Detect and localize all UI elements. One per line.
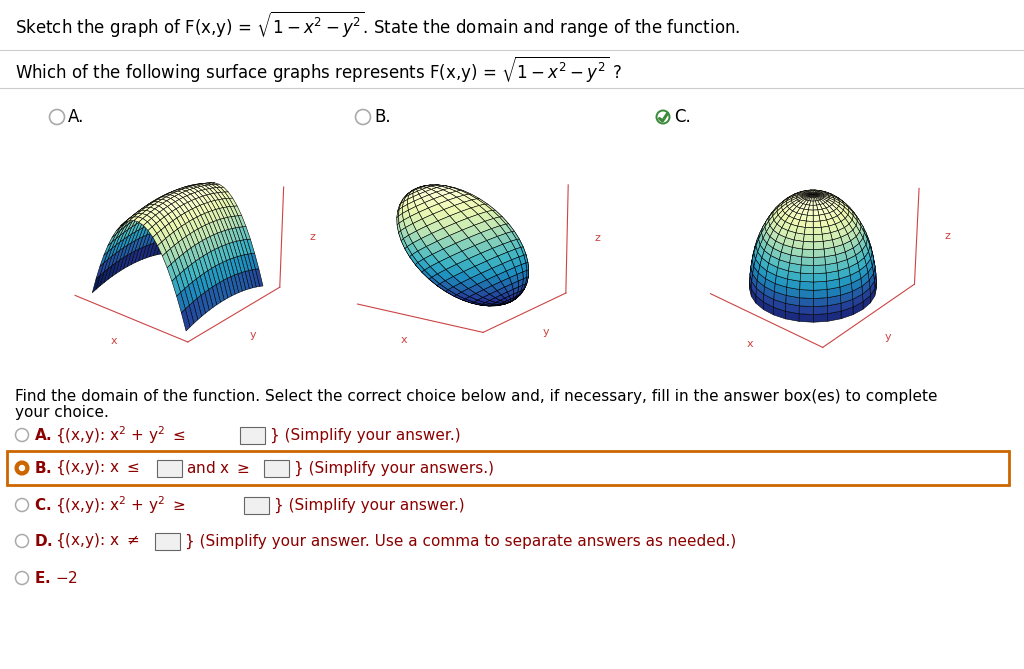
X-axis label: x: x (401, 335, 408, 345)
Text: your choice.: your choice. (15, 405, 109, 421)
Circle shape (657, 112, 669, 122)
Text: Sketch the graph of F(x,y) = $\sqrt{1 - x^2 - y^2}$. State the domain and range : Sketch the graph of F(x,y) = $\sqrt{1 - … (15, 10, 740, 40)
Text: } (Simplify your answers.): } (Simplify your answers.) (294, 460, 494, 476)
Y-axis label: y: y (543, 327, 549, 337)
Text: B.: B. (374, 108, 390, 126)
Text: $-2$: $-2$ (55, 570, 78, 586)
FancyBboxPatch shape (7, 451, 1009, 485)
FancyBboxPatch shape (244, 496, 268, 514)
Text: $\mathbf{B.}$: $\mathbf{B.}$ (34, 460, 52, 476)
X-axis label: x: x (746, 339, 753, 349)
FancyBboxPatch shape (240, 427, 264, 444)
Text: $\mathbf{C.}$: $\mathbf{C.}$ (34, 497, 51, 513)
X-axis label: x: x (111, 337, 118, 347)
Circle shape (655, 110, 671, 124)
Text: {(x,y): x $\neq$: {(x,y): x $\neq$ (55, 532, 139, 550)
Text: } (Simplify your answer.): } (Simplify your answer.) (270, 427, 461, 443)
FancyBboxPatch shape (263, 460, 289, 476)
Text: } (Simplify your answer. Use a comma to separate answers as needed.): } (Simplify your answer. Use a comma to … (185, 533, 736, 549)
Text: {(x,y): x$^2$ + y$^2$ $\geq$: {(x,y): x$^2$ + y$^2$ $\geq$ (55, 494, 185, 516)
FancyBboxPatch shape (155, 533, 179, 549)
Text: $\mathbf{A.}$: $\mathbf{A.}$ (34, 427, 52, 443)
Text: {(x,y): x $\leq$: {(x,y): x $\leq$ (55, 459, 139, 477)
Text: and x $\geq$: and x $\geq$ (186, 460, 250, 476)
Circle shape (18, 465, 26, 471)
Text: {(x,y): x$^2$ + y$^2$ $\leq$: {(x,y): x$^2$ + y$^2$ $\leq$ (55, 424, 185, 446)
Text: $\mathbf{D.}$: $\mathbf{D.}$ (34, 533, 53, 549)
Text: } (Simplify your answer.): } (Simplify your answer.) (274, 497, 465, 512)
Text: Which of the following surface graphs represents F(x,y) = $\sqrt{1 - x^2 - y^2}$: Which of the following surface graphs re… (15, 55, 623, 85)
FancyBboxPatch shape (157, 460, 181, 476)
Text: $\mathbf{E.}$: $\mathbf{E.}$ (34, 570, 50, 586)
Circle shape (15, 462, 29, 474)
Text: Find the domain of the function. Select the correct choice below and, if necessa: Find the domain of the function. Select … (15, 389, 938, 403)
Text: C.: C. (674, 108, 691, 126)
Text: A.: A. (68, 108, 84, 126)
Y-axis label: y: y (885, 332, 891, 342)
Y-axis label: y: y (250, 330, 257, 341)
